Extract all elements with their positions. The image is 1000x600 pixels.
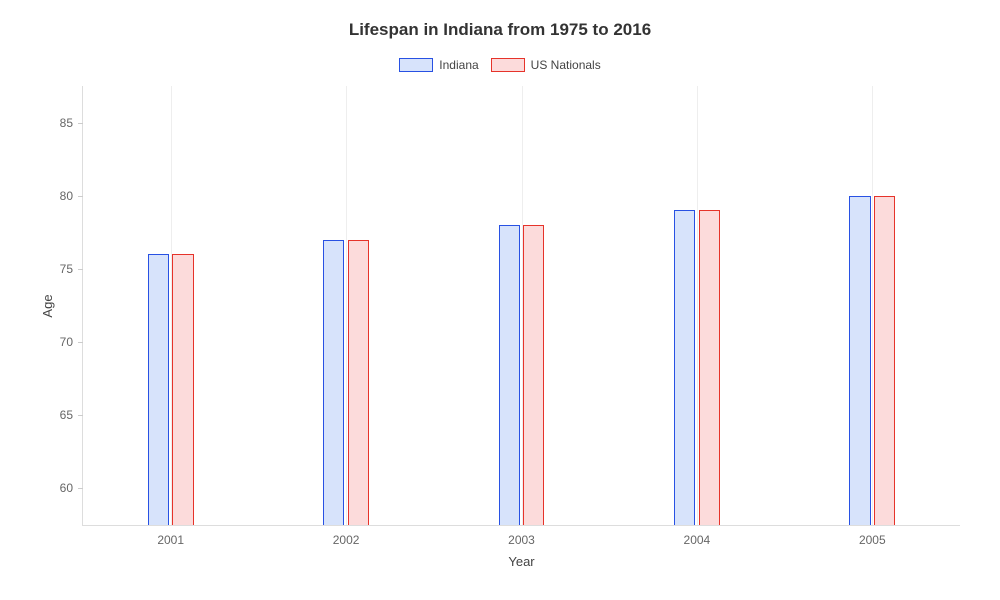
bar[interactable] [674, 210, 695, 525]
bar[interactable] [523, 225, 544, 525]
legend-item-usnationals[interactable]: US Nationals [491, 58, 601, 72]
bar[interactable] [699, 210, 720, 525]
bar[interactable] [323, 240, 344, 525]
y-tick-mark [78, 415, 83, 416]
y-tick-mark [78, 488, 83, 489]
y-tick-mark [78, 342, 83, 343]
plot-wrap: Age Year 6065707580852001200220032004200… [82, 86, 960, 526]
x-tick-label: 2003 [508, 525, 535, 547]
x-axis-title: Year [508, 554, 534, 569]
chart-title: Lifespan in Indiana from 1975 to 2016 [20, 20, 980, 40]
bar[interactable] [172, 254, 193, 525]
x-tick-label: 2004 [684, 525, 711, 547]
bar[interactable] [874, 196, 895, 525]
bar[interactable] [348, 240, 369, 525]
x-tick-label: 2001 [157, 525, 184, 547]
legend-item-indiana[interactable]: Indiana [399, 58, 478, 72]
x-tick-label: 2005 [859, 525, 886, 547]
legend: Indiana US Nationals [20, 58, 980, 72]
chart-container: Lifespan in Indiana from 1975 to 2016 In… [0, 0, 1000, 600]
plot-area: Year 60657075808520012002200320042005 [82, 86, 960, 526]
y-tick-mark [78, 196, 83, 197]
legend-label-usnationals: US Nationals [531, 58, 601, 72]
bar[interactable] [499, 225, 520, 525]
y-tick-mark [78, 269, 83, 270]
y-tick-mark [78, 123, 83, 124]
x-tick-label: 2002 [333, 525, 360, 547]
bar[interactable] [148, 254, 169, 525]
bar[interactable] [849, 196, 870, 525]
legend-label-indiana: Indiana [439, 58, 478, 72]
legend-swatch-usnationals [491, 58, 525, 72]
y-axis-title: Age [40, 294, 55, 317]
legend-swatch-indiana [399, 58, 433, 72]
